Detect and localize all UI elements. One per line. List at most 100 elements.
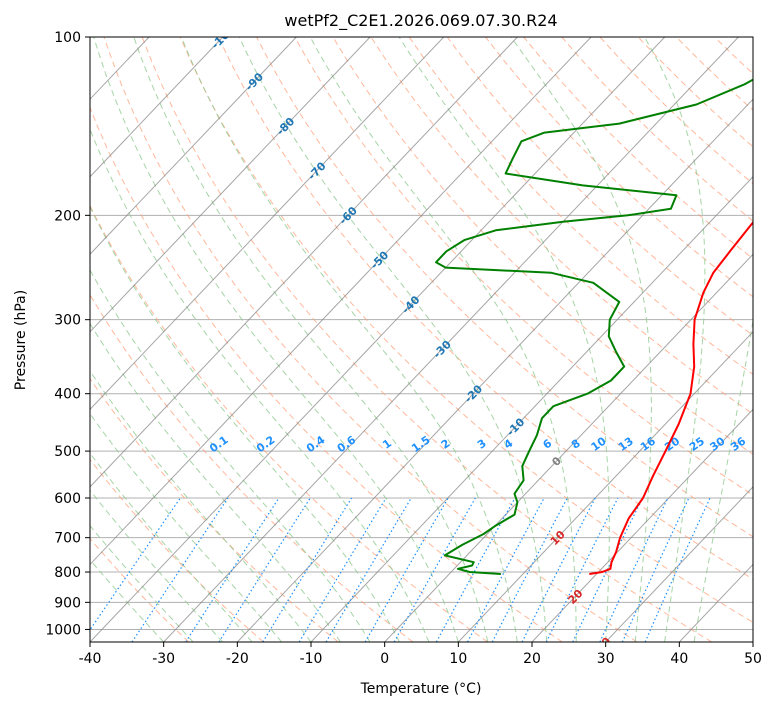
dry-adiabat-line [714,37,753,75]
isotherm-line [0,37,75,642]
mixing-ratio-line [572,497,644,642]
isotherm-line [457,331,753,642]
dry-adiabat-line [90,537,190,642]
mixing-ratio-line [521,497,596,642]
dry-adiabat-line [90,106,563,642]
mixing-ratio-line [466,497,545,642]
y-tick-label: 600 [54,491,81,507]
temperature-trace [589,220,753,575]
x-tick-label: 40 [670,651,688,667]
moist-adiabat-line [398,37,610,642]
mixing-ratio-line [435,497,516,642]
mixing-ratio-label: 0.4 [304,433,328,455]
y-tick-label: 900 [54,595,81,611]
mixing-ratio-label: 1.5 [409,433,432,455]
moist-adiabat-line [90,412,282,642]
y-tick-label: 700 [54,531,81,547]
dry-adiabat-line [408,37,753,375]
moist-adiabat-line [90,205,400,642]
dry-adiabat-line [561,37,753,222]
moist-adiabat-line [90,128,430,642]
moist-adiabat-line [181,37,518,642]
mixing-ratio-label: 0.1 [207,433,230,455]
isotherm-label: 30 [594,635,614,655]
moist-adiabat-line [90,370,312,642]
x-tick-label: -10 [300,651,323,667]
dry-adiabat-line [446,37,753,336]
dry-adiabat-line [141,37,712,642]
dry-adiabat-line [332,37,753,455]
mixing-ratio-line [621,497,690,642]
x-tick-label: 30 [597,651,615,667]
isotherm-line [0,37,2,642]
isotherm-line [90,37,518,488]
x-tick-label: 10 [449,651,467,667]
y-tick-label: 1000 [45,622,81,638]
dry-adiabat-line [217,37,753,580]
moist-adiabat-line [133,37,489,642]
moist-adiabat-line [90,322,341,642]
x-tick-label: -40 [79,651,102,667]
isotherm-line [90,37,666,642]
dry-adiabat-line [523,37,753,260]
mixing-ratio-line [491,497,568,642]
dry-adiabat-line [599,37,753,185]
y-tick-label: 100 [54,30,81,46]
moist-adiabat-line [90,452,253,642]
moist-adiabat-line [93,37,459,642]
moist-adiabat-line [238,37,548,642]
mixing-ratio-label: 0.2 [254,433,277,455]
dewpoint-trace [435,78,753,575]
mixing-ratio-label: 8 [569,437,583,452]
dry-adiabat-line [90,458,264,642]
mixing-ratio-label: 1 [380,437,394,452]
isotherm-line [531,408,753,642]
mixing-ratio-line [325,497,412,642]
y-tick-label: 800 [54,565,81,581]
moist-adiabat-line [693,318,753,642]
plot-frame [89,36,754,643]
isotherm-label: 40 [629,675,649,695]
mixing-ratio-label: 6 [540,437,554,452]
x-tick-label: 50 [744,651,762,667]
dry-adiabat-line [103,37,638,642]
dry-adiabat-line [294,37,753,496]
y-tick-label: 200 [54,208,81,224]
moist-adiabat-line [90,269,371,642]
mixing-ratio-label: 0.6 [335,433,359,455]
x-tick-label: 0 [380,651,389,667]
isotherm-line [310,176,753,642]
y-tick-label: 300 [54,313,81,329]
moist-adiabat-line [643,37,706,642]
x-axis-label: Temperature (°C) [360,681,482,697]
chart-title: wetPf2_C2E1.2026.069.07.30.R24 [284,11,557,31]
mixing-ratio-line [218,497,311,642]
x-tick-label: 20 [523,651,541,667]
dry-adiabat-line [637,37,753,148]
mixing-ratio-line [644,497,711,642]
isotherm-line [90,37,297,256]
mixing-ratio-line [545,497,619,642]
moist-adiabat-line [309,37,577,642]
y-tick-label: 400 [54,387,81,403]
mixing-ratio-label: 3 [475,437,489,452]
isotherm-line [384,253,753,642]
isotherm-line [90,37,224,178]
isotherm-line [90,37,592,566]
mixing-ratio-line [298,497,387,642]
isotherm-line [90,37,445,411]
isotherm-line [236,98,753,642]
dry-adiabat-line [752,37,753,39]
dry-adiabat-line [485,37,753,298]
mixing-ratio-line [599,497,669,642]
y-tick-label: 500 [54,444,81,460]
x-tick-label: -30 [152,651,175,667]
dry-adiabat-line [179,37,753,623]
mixing-ratio-line [131,497,229,642]
mixing-ratio-line [262,497,353,642]
mixing-ratio-label: 4 [502,437,516,452]
dry-adiabat-line [90,204,488,642]
y-axis-label: Pressure (hPa) [13,290,29,390]
isotherm-line [752,641,753,642]
